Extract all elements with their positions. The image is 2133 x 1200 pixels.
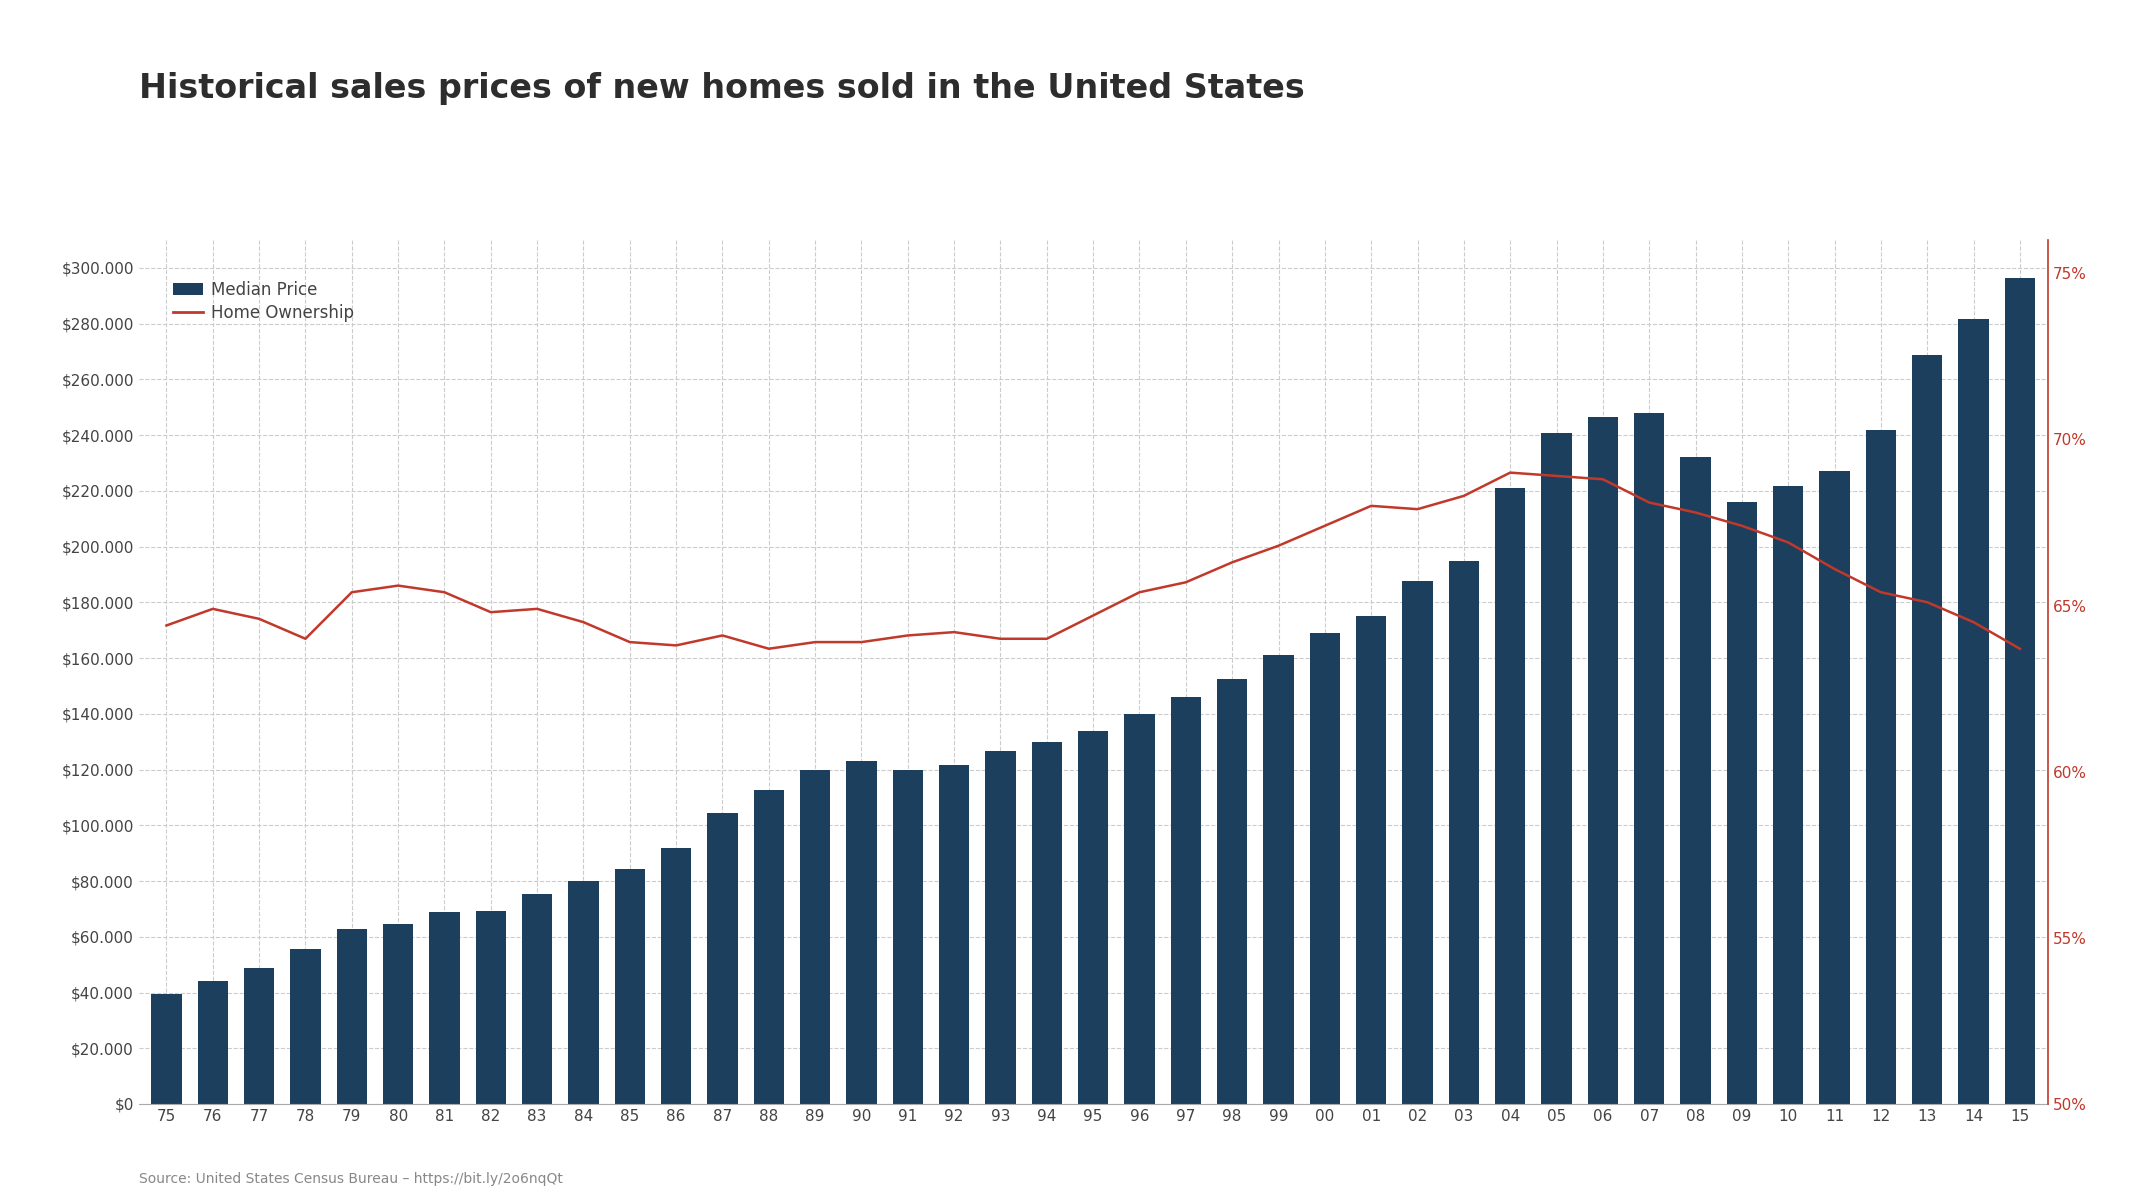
Bar: [567, 881, 599, 1104]
Bar: [1911, 354, 1943, 1104]
Bar: [1448, 560, 1478, 1104]
Bar: [708, 812, 738, 1104]
Bar: [1310, 632, 1340, 1104]
Bar: [1958, 319, 1988, 1104]
Bar: [1819, 470, 1849, 1104]
Bar: [1124, 714, 1154, 1104]
Bar: [985, 751, 1015, 1104]
Bar: [151, 995, 181, 1104]
Legend: Median Price, Home Ownership: Median Price, Home Ownership: [166, 275, 360, 329]
Bar: [290, 949, 320, 1104]
Bar: [523, 894, 552, 1104]
Bar: [1773, 486, 1802, 1104]
Bar: [1032, 742, 1062, 1104]
Bar: [1171, 697, 1201, 1104]
Bar: [1404, 581, 1433, 1104]
Bar: [1357, 616, 1386, 1104]
Bar: [1634, 413, 1664, 1104]
Bar: [1728, 502, 1758, 1104]
Bar: [661, 847, 691, 1104]
Bar: [1495, 488, 1525, 1104]
Bar: [847, 762, 877, 1104]
Bar: [1263, 655, 1293, 1104]
Bar: [1681, 457, 1711, 1104]
Bar: [198, 980, 228, 1104]
Bar: [384, 924, 414, 1104]
Bar: [429, 912, 459, 1104]
Text: Source: United States Census Bureau – https://bit.ly/2o6nqQt: Source: United States Census Bureau – ht…: [139, 1171, 563, 1186]
Bar: [939, 766, 968, 1104]
Bar: [800, 769, 830, 1104]
Bar: [1218, 679, 1248, 1104]
Bar: [2005, 278, 2035, 1104]
Bar: [894, 769, 924, 1104]
Bar: [1587, 416, 1619, 1104]
Bar: [476, 911, 506, 1104]
Bar: [243, 968, 275, 1104]
Bar: [753, 791, 783, 1104]
Bar: [1077, 731, 1109, 1104]
Bar: [614, 869, 644, 1104]
Bar: [1866, 430, 1896, 1104]
Bar: [1542, 432, 1572, 1104]
Bar: [337, 929, 367, 1104]
Text: Historical sales prices of new homes sold in the United States: Historical sales prices of new homes sol…: [139, 72, 1305, 104]
